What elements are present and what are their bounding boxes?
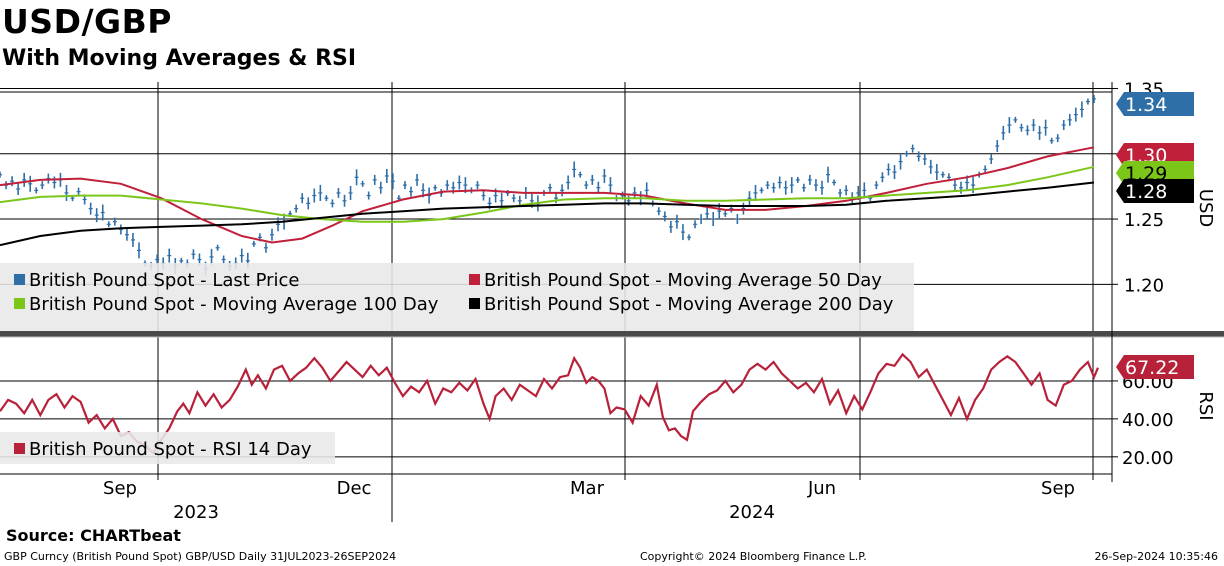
source-note: Source: CHARTbeat (6, 526, 181, 545)
rsi-tick-label-1: 40.00 (1122, 410, 1174, 431)
timestamp: 26-Sep-2024 10:35:46 (1094, 550, 1218, 563)
rsi-legend-swatch (14, 443, 25, 454)
legend-swatch-3 (469, 298, 480, 309)
rsi-legend-box (0, 432, 335, 464)
price-value-tag-3-bg (1116, 179, 1194, 203)
security-description: GBP Curncy (British Pound Spot) GBP/USD … (4, 550, 397, 563)
legend-swatch-0 (14, 274, 25, 285)
x-month-label-0: Sep (103, 478, 137, 499)
legend-label-1: British Pound Spot - Moving Average 50 D… (484, 270, 882, 291)
x-month-label-4: Sep (1041, 478, 1075, 499)
rsi-value-tag-bg (1116, 355, 1194, 379)
legend-label-3: British Pound Spot - Moving Average 200 … (484, 294, 894, 315)
x-month-label-3: Jun (807, 478, 836, 499)
legend-layer: British Pound Spot - Last Price British P… (0, 263, 914, 464)
legend-swatch-2 (14, 298, 25, 309)
x-year-label-0: 2023 (173, 502, 219, 523)
price-axis-label: USD (1195, 189, 1216, 227)
chart-subtitle: With Moving Averages & RSI (2, 46, 357, 71)
panel-separator (0, 331, 1224, 337)
price-value-tag-0-bg (1116, 92, 1194, 116)
chart-title: USD/GBP (2, 2, 172, 41)
rsi-legend-label: British Pound Spot - RSI 14 Day (29, 439, 312, 460)
rsi-value-tag: 67.22 (1125, 357, 1179, 379)
x-month-label-1: Dec (337, 478, 372, 499)
legend-swatch-1 (469, 274, 480, 285)
series-layer (0, 94, 1100, 455)
price-legend-box (0, 263, 914, 331)
price-value-tag-0: 1.34 (1125, 94, 1167, 116)
legend-label-0: British Pound Spot - Last Price (29, 270, 300, 291)
price-tick-label-1: 1.25 (1124, 210, 1164, 231)
rsi-tick-label-0: 20.00 (1122, 448, 1174, 469)
price-tick-label-0: 1.20 (1124, 275, 1164, 296)
series-line-british-pound-spot-moving-average-100-day (0, 165, 1095, 223)
rsi-axis-label: RSI (1195, 391, 1216, 420)
x-month-label-2: Mar (570, 478, 605, 499)
price-value-tag-3: 1.28 (1125, 181, 1167, 203)
legend-label-2: British Pound Spot - Moving Average 100 … (29, 294, 439, 315)
series-line-british-pound-spot-moving-average-50-day (0, 146, 1095, 244)
series-line-british-pound-spot-moving-average-200-day (0, 181, 1095, 247)
series-line-rsi-14-day (0, 352, 1100, 455)
x-year-label-1: 2024 (729, 502, 775, 523)
copyright-note: Copyright© 2024 Bloomberg Finance L.P. (640, 550, 867, 563)
